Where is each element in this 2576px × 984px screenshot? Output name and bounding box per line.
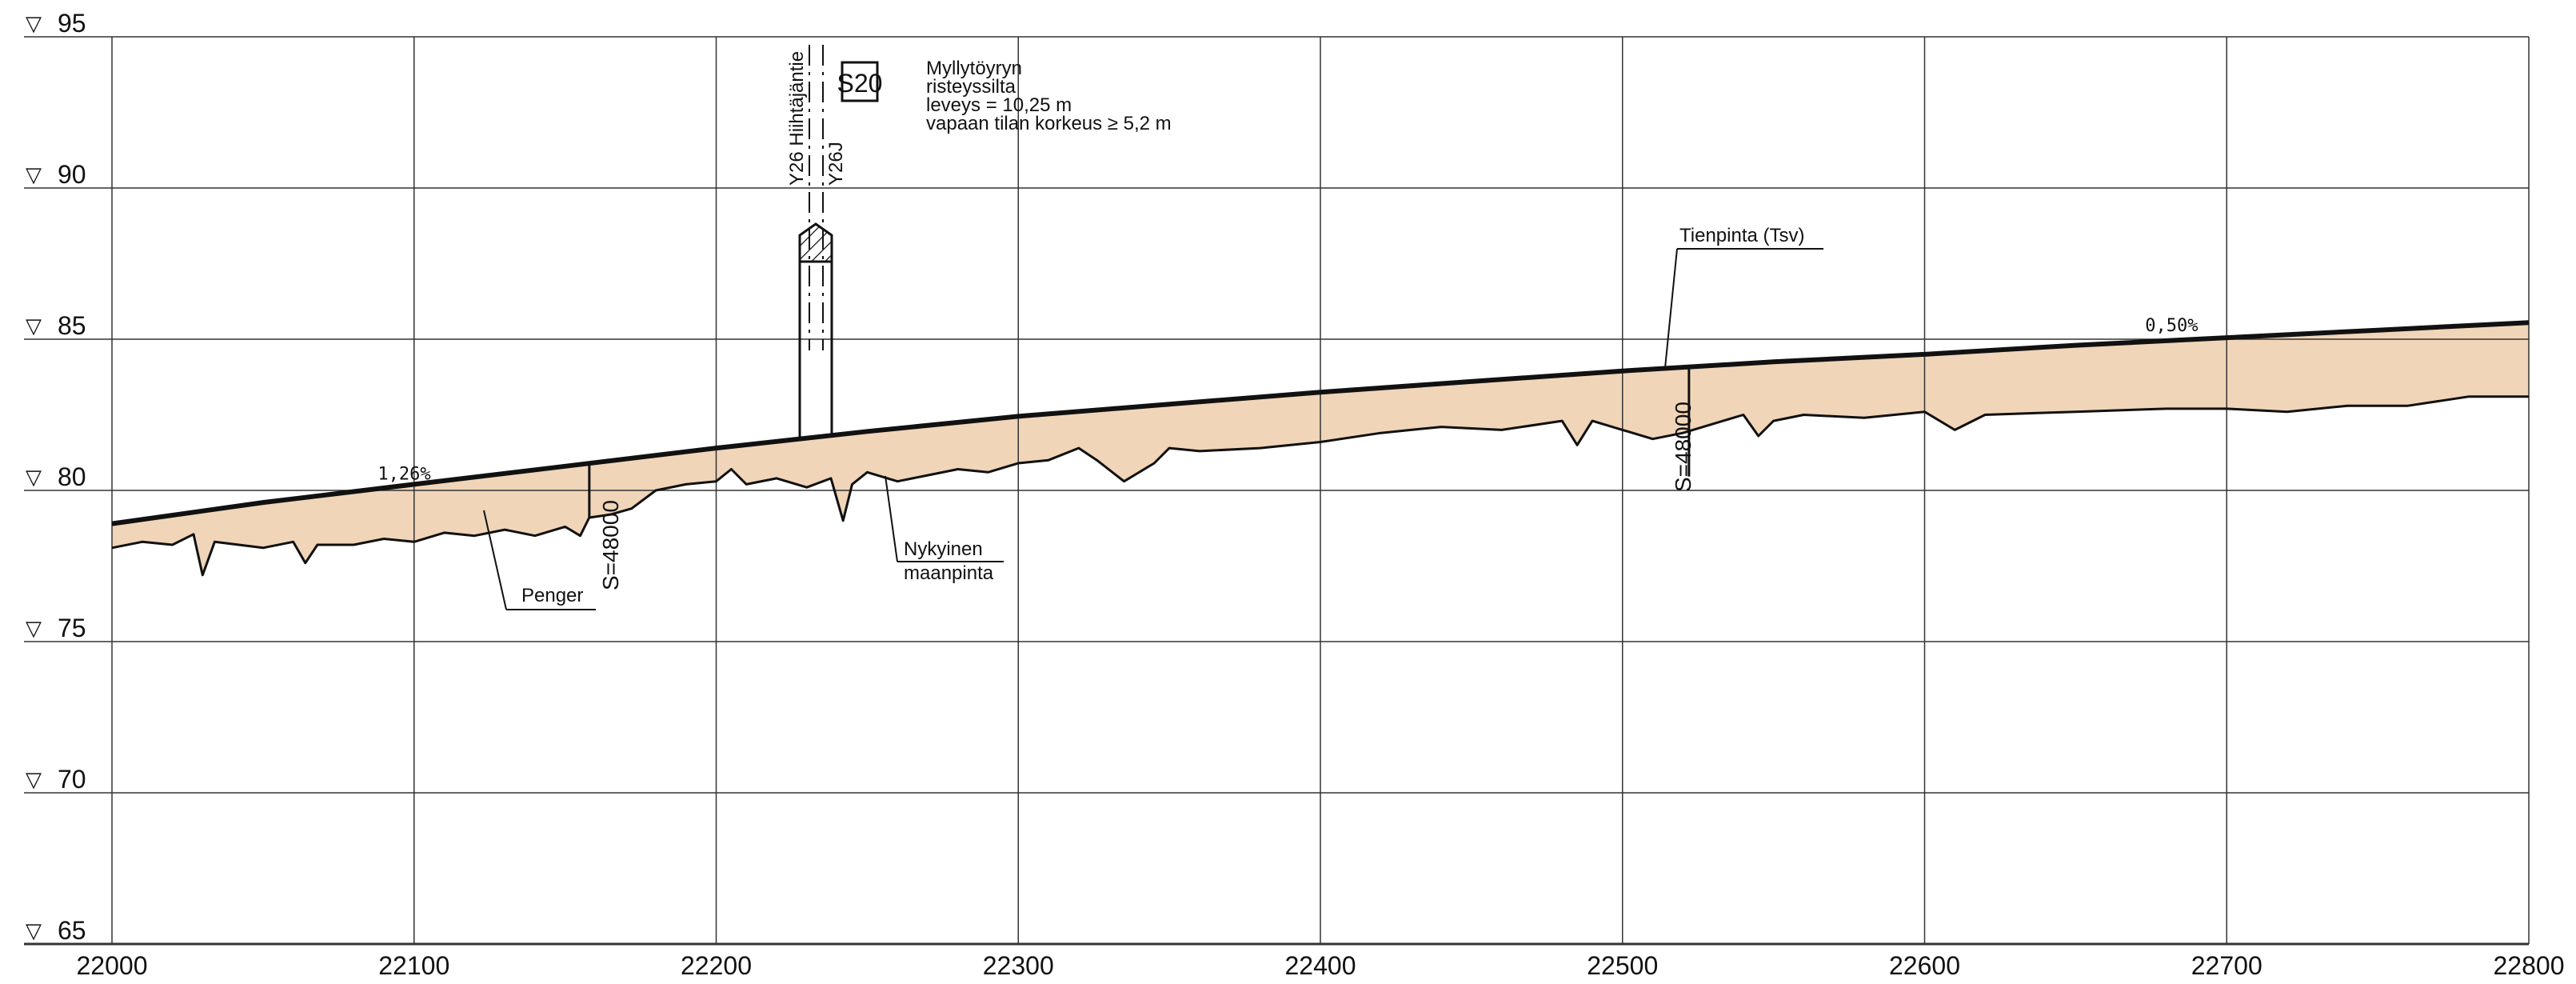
grid-layer bbox=[24, 36, 2530, 946]
nykyinen-label-1: Nykyinen bbox=[904, 538, 983, 560]
penger-leader bbox=[483, 510, 507, 610]
nykyinen-label-2: maanpinta bbox=[904, 562, 994, 584]
x-tick-label-22800: 22800 bbox=[2494, 951, 2565, 980]
x-tick-label-22200: 22200 bbox=[681, 951, 752, 980]
road-surface-line bbox=[111, 320, 2530, 526]
annotation-nykyinen-maanpinta: Nykyinen maanpinta bbox=[885, 475, 1004, 584]
level-symbol-75: ▽ bbox=[26, 616, 42, 640]
station-marker-2-label: S=48000 bbox=[1671, 402, 1695, 492]
y-tick-label-80: 80 bbox=[58, 462, 86, 491]
bridge-name-line-2: risteyssilta bbox=[926, 76, 1016, 98]
x-tick-label-22100: 22100 bbox=[378, 951, 449, 980]
annotation-tienpinta: Tienpinta (Tsv) bbox=[1664, 225, 1823, 369]
tienpinta-leader bbox=[1664, 248, 1678, 369]
station-marker-1-label: S=48000 bbox=[598, 500, 623, 590]
annotation-penger: Penger bbox=[483, 510, 596, 610]
bridge-id: S20 bbox=[837, 69, 883, 98]
bridge-s20: S20 Myllytöyryn risteyssilta leveys = 10… bbox=[786, 45, 1172, 438]
ground-line bbox=[111, 395, 2529, 577]
level-symbol-90: ▽ bbox=[26, 162, 42, 186]
level-symbol-70: ▽ bbox=[26, 767, 42, 791]
x-tick-label-22700: 22700 bbox=[2191, 951, 2262, 980]
x-tick-label-22300: 22300 bbox=[983, 951, 1054, 980]
x-tick-label-22000: 22000 bbox=[77, 951, 148, 980]
gradient-label-1: 1,26% bbox=[377, 464, 430, 484]
series-layer bbox=[111, 320, 2530, 577]
level-symbol-95: ▽ bbox=[26, 11, 42, 35]
y-tick-label-75: 75 bbox=[58, 614, 86, 642]
x-tick-label-22600: 22600 bbox=[1889, 951, 1960, 980]
y-tick-label-90: 90 bbox=[58, 160, 86, 189]
y-tick-label-70: 70 bbox=[58, 765, 86, 794]
bridge-clearance-text: vapaan tilan korkeus ≥ 5,2 m bbox=[926, 113, 1172, 134]
road-y26j-label: Y26J bbox=[825, 142, 847, 186]
x-tick-label-22500: 22500 bbox=[1587, 951, 1658, 980]
tienpinta-label: Tienpinta (Tsv) bbox=[1679, 225, 1805, 246]
x-tick-label-22400: 22400 bbox=[1285, 951, 1356, 980]
level-symbol-85: ▽ bbox=[26, 314, 42, 338]
bridge-id-box bbox=[841, 61, 879, 102]
road-y26-label: Y26 Hiihtäjäntie bbox=[786, 51, 808, 186]
bridge-width-text: leveys = 10,25 m bbox=[926, 94, 1072, 116]
y-tick-label-65: 65 bbox=[58, 916, 86, 945]
nykyinen-leader bbox=[885, 475, 898, 562]
level-symbol-80: ▽ bbox=[26, 465, 42, 489]
tick-layer: 22000 22100 22200 22300 22400 22500 22600 22700… bbox=[26, 9, 2564, 980]
bridge-name-line-1: Myllytöyryn bbox=[926, 58, 1022, 79]
level-symbol-65: ▽ bbox=[26, 918, 42, 942]
bridge-deck-section bbox=[798, 222, 833, 263]
gradient-label-2: 0,50% bbox=[2145, 316, 2198, 336]
marker-layer bbox=[588, 366, 1691, 518]
y-tick-label-85: 85 bbox=[58, 311, 86, 340]
y-tick-label-95: 95 bbox=[58, 9, 86, 38]
penger-label: Penger bbox=[521, 585, 583, 606]
